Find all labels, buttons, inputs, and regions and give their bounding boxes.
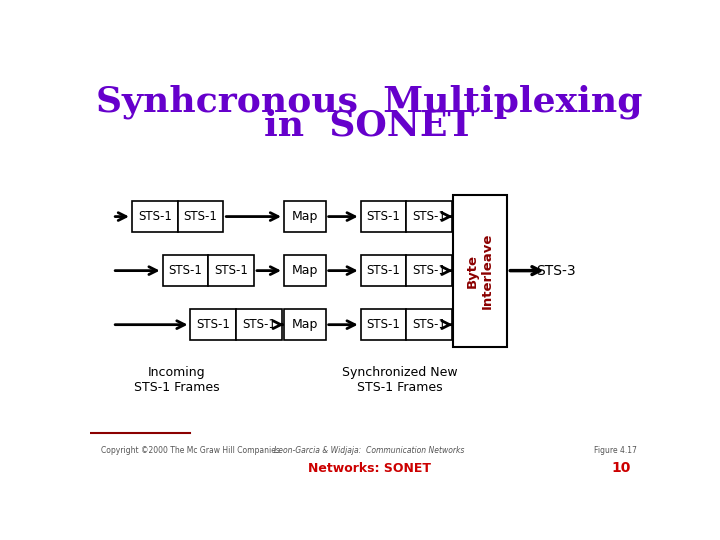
Text: STS-1: STS-1 (366, 264, 400, 277)
Text: Figure 4.17: Figure 4.17 (594, 446, 637, 455)
Text: STS-3: STS-3 (536, 264, 576, 278)
Bar (361, 309, 406, 340)
Text: STS-1: STS-1 (366, 318, 400, 331)
Bar (163, 255, 208, 286)
Text: 10: 10 (612, 461, 631, 475)
Text: STS-1: STS-1 (413, 318, 446, 331)
Text: STS-1: STS-1 (366, 210, 400, 223)
Text: Map: Map (292, 318, 318, 331)
Bar (178, 201, 223, 232)
Bar (284, 201, 325, 232)
Text: in  SONET: in SONET (264, 108, 474, 142)
Text: STS-1: STS-1 (215, 264, 248, 277)
Bar (361, 255, 406, 286)
Text: STS-1: STS-1 (184, 210, 217, 223)
Text: Map: Map (292, 264, 318, 277)
Text: STS-1: STS-1 (413, 264, 446, 277)
Text: Copyright ©2000 The Mc Graw Hill Companies: Copyright ©2000 The Mc Graw Hill Compani… (101, 446, 280, 455)
Bar (284, 255, 325, 286)
Text: Map: Map (292, 210, 318, 223)
Text: Leon-Garcia & Widjaja:  Communication Networks: Leon-Garcia & Widjaja: Communication Net… (274, 446, 464, 455)
Bar (236, 309, 282, 340)
Bar (132, 201, 178, 232)
Text: STS-1: STS-1 (242, 318, 276, 331)
Text: Synhcronous  Multiplexing: Synhcronous Multiplexing (96, 85, 642, 119)
Bar (453, 195, 508, 347)
Text: STS-1: STS-1 (197, 318, 230, 331)
Text: Incoming
STS-1 Frames: Incoming STS-1 Frames (134, 366, 220, 394)
Bar (406, 255, 452, 286)
Text: STS-1: STS-1 (138, 210, 171, 223)
Bar (406, 309, 452, 340)
Text: STS-1: STS-1 (413, 210, 446, 223)
Bar (284, 309, 325, 340)
Text: Byte
Interleave: Byte Interleave (466, 232, 494, 309)
Bar (361, 201, 406, 232)
Text: Networks: SONET: Networks: SONET (307, 462, 431, 475)
Bar (208, 255, 254, 286)
Bar (190, 309, 236, 340)
Text: STS-1: STS-1 (168, 264, 202, 277)
Text: Synchronized New
STS-1 Frames: Synchronized New STS-1 Frames (342, 366, 457, 394)
Bar (406, 201, 452, 232)
